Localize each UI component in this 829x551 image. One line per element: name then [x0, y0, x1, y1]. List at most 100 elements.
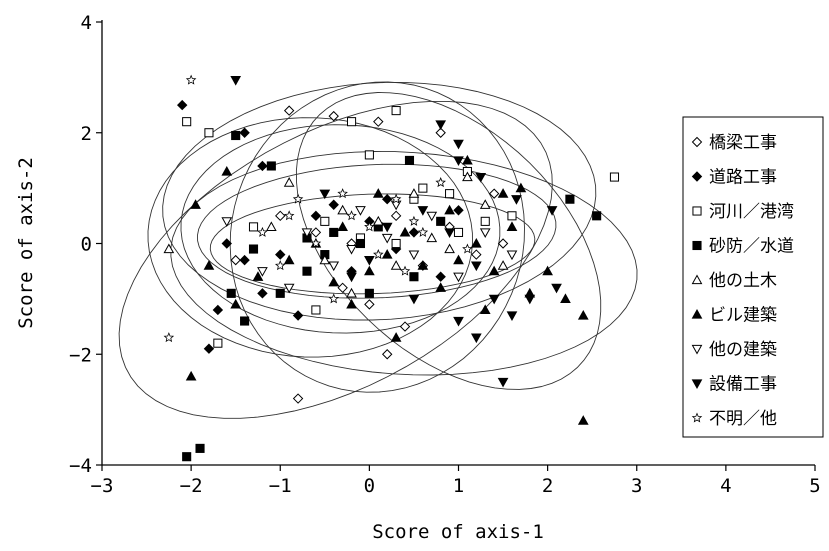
data-point [239, 127, 250, 138]
data-point [364, 256, 375, 266]
data-point [381, 222, 393, 233]
x-tick-label: 1 [453, 475, 464, 497]
legend-marker [691, 344, 703, 355]
data-point [470, 333, 482, 344]
data-point [488, 265, 500, 276]
data-point [417, 226, 429, 237]
data-point [426, 232, 438, 243]
data-point [453, 272, 464, 283]
data-point [497, 188, 509, 198]
data-point [453, 139, 464, 150]
data-point [506, 221, 518, 231]
data-point [346, 298, 357, 309]
data-point [488, 294, 500, 305]
data-point [328, 261, 340, 272]
data-point [320, 216, 330, 226]
data-point [609, 172, 620, 182]
data-point [257, 267, 268, 277]
legend-box [682, 116, 824, 438]
data-point [310, 210, 322, 222]
legend-label: 砂防／水道 [709, 237, 794, 257]
data-point [311, 305, 321, 315]
data-point [444, 228, 455, 238]
legend-label: 不明／他 [709, 409, 777, 429]
legend-marker [691, 412, 703, 423]
data-point [373, 249, 384, 260]
legend-marker [692, 240, 702, 251]
data-point [381, 233, 393, 244]
data-point [577, 415, 589, 425]
data-point [479, 304, 491, 315]
data-point [542, 265, 553, 276]
data-point [479, 199, 491, 209]
data-point [565, 194, 575, 204]
data-point [364, 150, 374, 160]
x-ticks: −3 −2 −1 0 1 2 3 4 5 [91, 465, 821, 497]
data-point [497, 377, 509, 388]
legend-label: 設備工事 [709, 375, 777, 395]
legend-label: 橋梁工事 [709, 133, 777, 153]
legend-marker [691, 379, 703, 390]
data-point [346, 272, 357, 283]
data-point [292, 310, 304, 321]
data-point [453, 156, 464, 166]
data-point [346, 287, 357, 298]
data-point [231, 130, 241, 141]
data-point [506, 250, 518, 261]
data-point [364, 221, 375, 232]
data-point [265, 221, 277, 231]
data-point [283, 283, 295, 294]
data-point [390, 200, 402, 211]
data-point [390, 260, 402, 270]
x-tick-label: 5 [809, 475, 820, 497]
data-point [426, 211, 438, 222]
data-point [230, 254, 241, 266]
group-ellipse [170, 151, 638, 376]
data-point [337, 204, 348, 215]
data-point [445, 189, 455, 199]
data-point [470, 261, 482, 272]
data-point [204, 128, 214, 138]
x-tick-label: −1 [269, 475, 292, 497]
data-point [248, 244, 259, 254]
data-point [221, 238, 232, 249]
data-point [182, 452, 192, 462]
data-point [275, 210, 286, 222]
data-point [480, 216, 490, 226]
legend-marker [692, 206, 702, 216]
data-point [444, 204, 455, 215]
data-point [195, 443, 205, 453]
data-point [328, 293, 339, 304]
data-point [274, 260, 286, 271]
group-ellipse [229, 81, 525, 393]
data-point [479, 228, 491, 238]
data-point [337, 282, 348, 294]
y-tick-label: −2 [69, 344, 92, 366]
data-point [257, 226, 268, 237]
data-point [488, 188, 500, 199]
data-point [471, 249, 482, 260]
data-point [475, 172, 487, 183]
data-point [444, 243, 455, 254]
x-tick-label: −2 [180, 475, 203, 497]
group-ellipse [162, 81, 597, 321]
group-ellipse [180, 124, 501, 334]
y-ticks: 4 2 0 −2 −4 [69, 12, 102, 477]
y-tick-label: −4 [69, 455, 92, 477]
data-point [302, 266, 312, 276]
data-point [453, 254, 464, 265]
data-point [257, 288, 268, 299]
data-point [453, 227, 464, 237]
data-point [524, 294, 536, 305]
data-point [417, 260, 429, 270]
data-point [560, 293, 571, 303]
data-point [372, 215, 384, 226]
data-point [283, 254, 295, 265]
x-tick-label: 3 [631, 475, 642, 497]
data-point [364, 299, 375, 310]
legend-marker [691, 308, 703, 319]
data-point [203, 343, 215, 354]
data-point [185, 370, 197, 381]
data-point [337, 221, 348, 231]
